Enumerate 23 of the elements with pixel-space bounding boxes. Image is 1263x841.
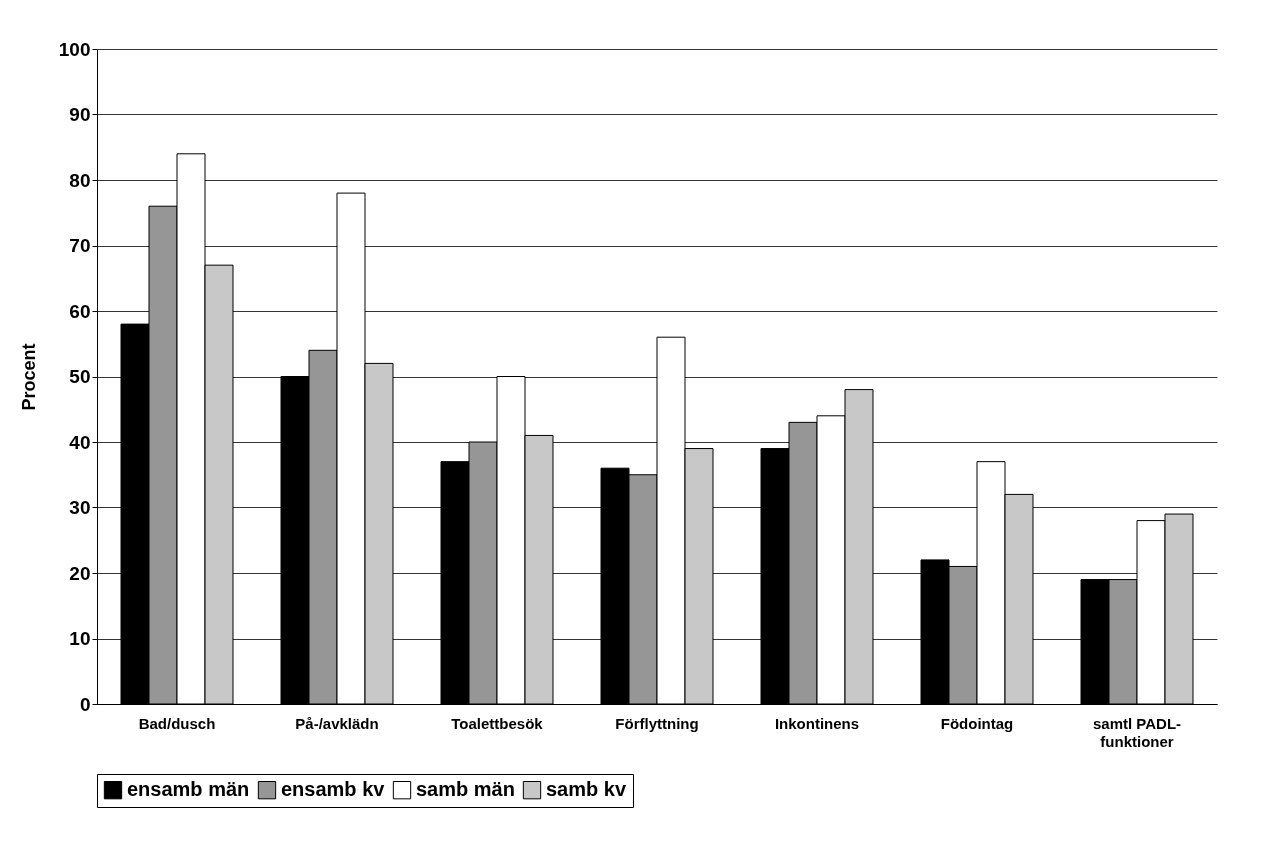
x-tick-label: Förflyttning — [615, 714, 699, 732]
legend-label: samb kv — [546, 778, 627, 801]
x-tick-label: Födointag — [940, 714, 1014, 732]
x-tick-label: På-/avklädn — [295, 714, 379, 732]
legend-label: samb män — [416, 778, 515, 801]
y-tick-label: 60 — [69, 300, 91, 322]
y-tick-label: 50 — [69, 366, 91, 387]
y-tick-label: 70 — [69, 235, 91, 256]
y-tick-label: 20 — [69, 562, 91, 584]
x-tick-label: Bad/dusch — [138, 714, 216, 732]
legend-label: ensamb kv — [281, 778, 386, 801]
y-tick-label: 0 — [79, 693, 91, 715]
y-tick-label: 90 — [69, 104, 91, 125]
y-tick-label: 40 — [69, 431, 91, 453]
y-tick-label: 30 — [69, 497, 91, 518]
y-tick-label: 10 — [69, 628, 91, 649]
y-tick-label: 80 — [69, 169, 91, 191]
x-tick-label: Toalettbesök — [451, 714, 544, 732]
y-axis-title: Procent — [18, 343, 39, 411]
x-tick-label: Inkontinens — [774, 714, 860, 732]
x-tick-label: samtl PADL-funktioner — [1092, 714, 1182, 750]
y-tick-label: 100 — [58, 38, 91, 60]
legend-label: ensamb män — [127, 778, 250, 801]
